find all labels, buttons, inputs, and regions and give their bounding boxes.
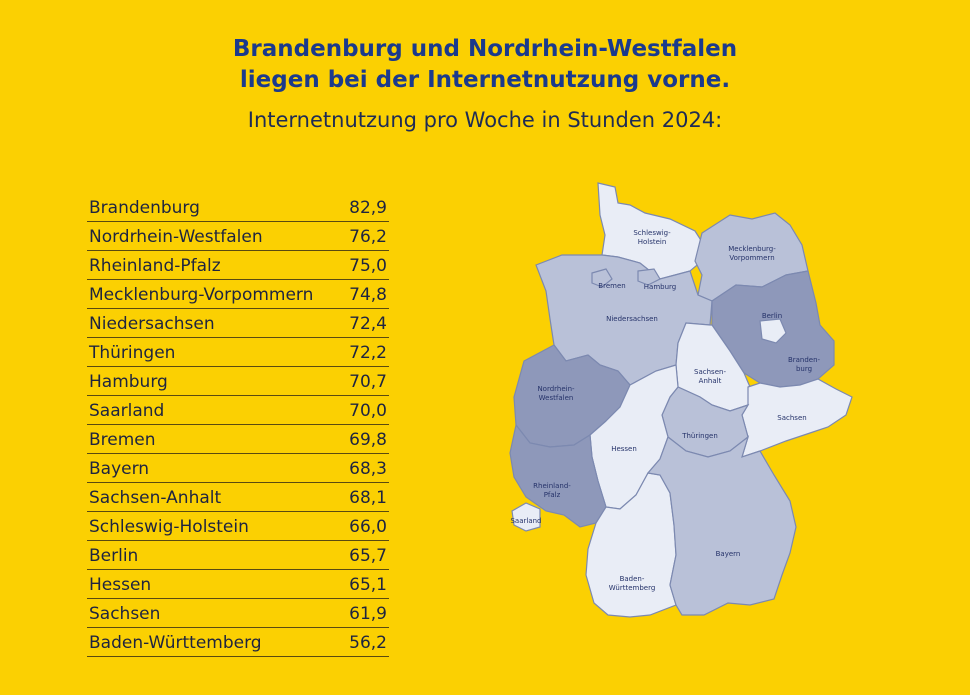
- label-rheinland-pfalz-2: Pfalz: [544, 491, 561, 499]
- state-name: Mecklenburg-Vorpommern: [89, 285, 314, 305]
- state-name: Saarland: [89, 401, 165, 421]
- table-row: Hessen 65,1: [87, 570, 389, 599]
- label-hessen: Hessen: [611, 445, 637, 453]
- label-bayern: Bayern: [716, 550, 741, 558]
- table-row: Sachsen 61,9: [87, 599, 389, 628]
- label-sachsen-anhalt-2: Anhalt: [699, 377, 722, 385]
- table-row: Thüringen 72,2: [87, 338, 389, 367]
- state-schleswig-holstein: [597, 182, 705, 280]
- table-row: Saarland 70,0: [87, 396, 389, 425]
- state-bremen: [591, 268, 613, 288]
- table-row: Hamburg 70,7: [87, 367, 389, 396]
- state-value: 65,1: [349, 575, 387, 595]
- state-value: 61,9: [349, 604, 387, 624]
- state-value: 82,9: [349, 198, 387, 218]
- state-name: Niedersachsen: [89, 314, 215, 334]
- label-thueringen: Thüringen: [681, 432, 718, 440]
- state-value: 72,4: [349, 314, 387, 334]
- label-rheinland-pfalz-1: Rheinland-: [533, 482, 571, 490]
- state-bayern: [646, 435, 797, 616]
- state-name: Berlin: [89, 546, 139, 566]
- state-value: 68,3: [349, 459, 387, 479]
- state-value: 76,2: [349, 227, 387, 247]
- label-niedersachsen: Niedersachsen: [606, 315, 658, 323]
- state-berlin: [759, 318, 787, 344]
- state-name: Hamburg: [89, 372, 168, 392]
- label-baden-wuerttemberg-1: Baden-: [620, 575, 645, 583]
- table-row: Mecklenburg-Vorpommern 74,8: [87, 280, 389, 309]
- table-row: Bremen 69,8: [87, 425, 389, 454]
- state-value: 74,8: [349, 285, 387, 305]
- state-value: 65,7: [349, 546, 387, 566]
- label-baden-wuerttemberg-2: Württemberg: [609, 584, 656, 592]
- table-row: Sachsen-Anhalt 68,1: [87, 483, 389, 512]
- label-sachsen: Sachsen: [777, 414, 806, 422]
- state-value: 70,0: [349, 401, 387, 421]
- label-schleswig-holstein-2: Holstein: [638, 238, 667, 246]
- label-mecklenburg-vorpommern-1: Mecklenburg-: [728, 245, 776, 253]
- table-row: Bayern 68,3: [87, 454, 389, 483]
- label-saarland: Saarland: [510, 517, 541, 525]
- state-name: Schleswig-Holstein: [89, 517, 249, 537]
- table-row: Baden-Württemberg 56,2: [87, 628, 389, 657]
- table-row: Brandenburg 82,9: [87, 193, 389, 222]
- label-bremen: Bremen: [598, 282, 625, 290]
- germany-map-svg: Schleswig- Holstein Mecklenburg- Vorpomm…: [509, 182, 853, 618]
- state-value: 68,1: [349, 488, 387, 508]
- state-name: Hessen: [89, 575, 152, 595]
- state-name: Sachsen-Anhalt: [89, 488, 222, 508]
- label-nordrhein-westfalen-1: Nordrhein-: [537, 385, 575, 393]
- state-value: 66,0: [349, 517, 387, 537]
- state-hamburg: [637, 268, 661, 286]
- title-line-1: Brandenburg und Nordrhein-Westfalen: [232, 36, 738, 62]
- label-berlin: Berlin: [762, 312, 782, 320]
- state-name: Baden-Württemberg: [89, 633, 262, 653]
- state-saarland: [511, 502, 541, 532]
- table-row: Berlin 65,7: [87, 541, 389, 570]
- label-schleswig-holstein-1: Schleswig-: [633, 229, 671, 237]
- state-name: Rheinland-Pfalz: [89, 256, 221, 276]
- table-row: Rheinland-Pfalz 75,0: [87, 251, 389, 280]
- subtitle: Internetnutzung pro Woche in Stunden 202…: [247, 108, 723, 132]
- label-brandenburg-2: burg: [796, 365, 812, 373]
- label-nordrhein-westfalen-2: Westfalen: [539, 394, 574, 402]
- table-row: Nordrhein-Westfalen 76,2: [87, 222, 389, 251]
- state-value: 75,0: [349, 256, 387, 276]
- label-brandenburg-1: Branden-: [788, 356, 821, 364]
- ranking-table: Brandenburg 82,9 Nordrhein-Westfalen 76,2 Rh…: [87, 193, 389, 657]
- table-row: Schleswig-Holstein 66,0: [87, 512, 389, 541]
- state-value: 56,2: [349, 633, 387, 653]
- title-line-2: liegen bei der Internetnutzung vorne.: [239, 67, 731, 93]
- page-title: Brandenburg und Nordrhein-Westfalen lieg…: [0, 34, 970, 96]
- state-value: 70,7: [349, 372, 387, 392]
- state-name: Sachsen: [89, 604, 161, 624]
- state-name: Brandenburg: [89, 198, 200, 218]
- state-name: Nordrhein-Westfalen: [89, 227, 263, 247]
- state-value: 69,8: [349, 430, 387, 450]
- state-name: Bremen: [89, 430, 156, 450]
- state-name: Thüringen: [89, 343, 176, 363]
- table-row: Niedersachsen 72,4: [87, 309, 389, 338]
- state-name: Bayern: [89, 459, 150, 479]
- label-hamburg: Hamburg: [644, 283, 676, 291]
- label-sachsen-anhalt-1: Sachsen-: [694, 368, 726, 376]
- state-value: 72,2: [349, 343, 387, 363]
- germany-map: Schleswig- Holstein Mecklenburg- Vorpomm…: [490, 175, 870, 655]
- label-mecklenburg-vorpommern-2: Vorpommern: [729, 254, 774, 262]
